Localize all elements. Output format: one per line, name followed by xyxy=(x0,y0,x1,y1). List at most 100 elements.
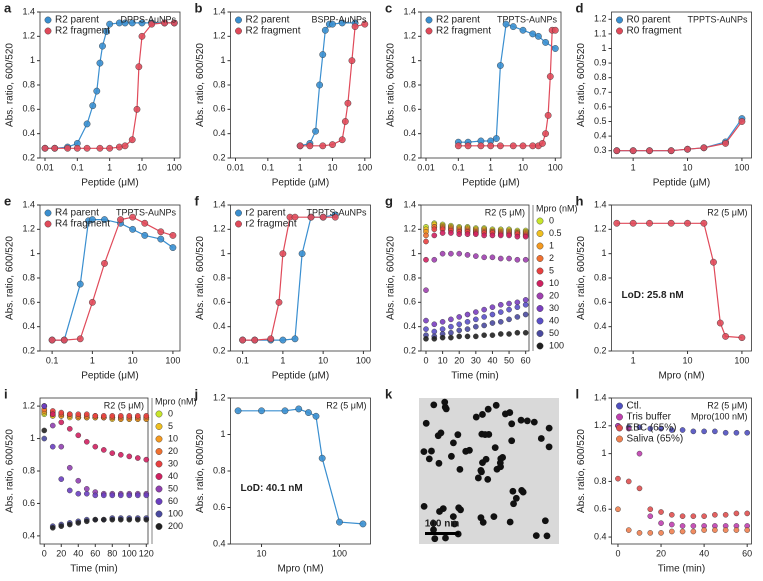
data-point xyxy=(291,213,299,221)
panel-label: c xyxy=(385,0,392,15)
data-point xyxy=(83,486,90,492)
y-tick-label: 0.4 xyxy=(22,128,35,138)
y-tick-label: 0.4 xyxy=(594,130,607,140)
y-tick-label: 0.2 xyxy=(403,152,416,162)
data-point xyxy=(701,428,707,435)
data-point xyxy=(690,523,697,529)
x-axis-label: Peptide (μM) xyxy=(81,371,138,382)
nanoparticle xyxy=(462,447,470,455)
legend-label: 10 xyxy=(549,278,559,288)
legend-label: R0 parent xyxy=(627,15,671,26)
legend-marker xyxy=(44,209,52,217)
x-tick-label: 10 xyxy=(327,162,337,172)
y-tick-label: 0.8 xyxy=(594,272,607,282)
curve xyxy=(458,23,556,143)
data-point xyxy=(481,322,487,329)
legend-label: R2 fragment xyxy=(55,26,110,37)
curve xyxy=(300,23,365,147)
y-tick-label: 0.4 xyxy=(594,531,607,541)
data-point xyxy=(92,492,99,499)
data-point xyxy=(514,233,521,240)
data-point xyxy=(629,147,637,155)
plot-frame xyxy=(611,397,752,545)
data-point xyxy=(733,429,740,436)
y-tick-label: 0.8 xyxy=(213,465,226,475)
y-tick-label: 1.2 xyxy=(22,31,35,41)
y-tick-label: 1.2 xyxy=(213,31,226,41)
nanoparticle xyxy=(497,463,504,471)
legend-label: R4 parent xyxy=(55,208,99,219)
data-point xyxy=(281,407,289,415)
data-point xyxy=(93,87,101,95)
data-point xyxy=(464,318,471,325)
nanoparticle xyxy=(420,502,428,510)
data-point xyxy=(100,447,107,453)
legend-label: 10 xyxy=(168,433,178,443)
data-point xyxy=(473,231,479,237)
legend-marker xyxy=(536,317,544,325)
data-point xyxy=(502,20,510,28)
y-axis-label: Abs. ratio, 600/520 xyxy=(5,236,16,320)
data-point xyxy=(338,19,346,27)
x-tick-label: 100 xyxy=(332,548,347,558)
x-tick-label: 60 xyxy=(742,548,752,558)
x-tick-label: 60 xyxy=(90,548,100,558)
data-point xyxy=(647,506,654,513)
data-point xyxy=(275,298,283,306)
data-point xyxy=(361,20,369,28)
data-point xyxy=(92,516,99,523)
annotation: TPPTS-AuNPs xyxy=(687,14,748,24)
y-tick-label: 1.4 xyxy=(594,392,607,402)
x-tick-label: 1 xyxy=(280,355,285,365)
nanoparticle xyxy=(477,467,485,474)
legend-marker xyxy=(155,473,163,480)
data-point xyxy=(129,213,137,221)
legend-marker xyxy=(235,209,242,217)
y-tick-label: 1.2 xyxy=(403,31,416,41)
y-tick-label: 1 xyxy=(30,433,35,443)
legend-label: 0.5 xyxy=(549,228,562,238)
data-point xyxy=(514,256,521,263)
data-point xyxy=(667,147,675,155)
nanoparticle xyxy=(472,413,480,421)
data-point xyxy=(497,309,504,315)
data-point xyxy=(667,219,675,227)
data-point xyxy=(464,252,471,258)
data-point xyxy=(722,512,729,518)
data-point xyxy=(647,513,654,519)
data-point xyxy=(506,306,512,313)
x-tick-label: 10 xyxy=(683,162,693,172)
nanoparticle xyxy=(450,439,457,447)
annotation: R2 (5 μM) xyxy=(326,400,366,410)
data-point xyxy=(58,443,65,450)
legend-marker xyxy=(536,242,544,250)
y-axis-label: Abs. ratio, 600/520 xyxy=(5,429,16,513)
legend-marker xyxy=(155,485,163,493)
data-point xyxy=(92,443,99,450)
x-tick-label: 1 xyxy=(107,162,112,172)
data-point xyxy=(336,518,343,526)
plot-frame xyxy=(611,204,752,352)
y-tick-label: 1.1 xyxy=(594,28,607,38)
legend-marker xyxy=(536,280,544,287)
data-point xyxy=(138,19,146,27)
data-point xyxy=(106,20,114,28)
data-point xyxy=(351,23,359,30)
y-tick-label: 1 xyxy=(601,248,606,258)
data-point xyxy=(448,323,454,330)
scale-bar-label: 100 nm xyxy=(425,519,460,530)
lod-label: LoD: 40.1 nM xyxy=(241,483,303,494)
y-tick-label: 1.4 xyxy=(213,199,226,209)
data-point xyxy=(161,19,168,27)
y-tick-label: 0.2 xyxy=(403,345,416,355)
legend-marker xyxy=(536,342,544,350)
nanoparticle xyxy=(530,418,538,426)
nanoparticle xyxy=(441,403,449,411)
legend-label: 40 xyxy=(168,471,178,481)
data-point xyxy=(535,32,542,40)
y-tick-label: 1.4 xyxy=(594,199,607,209)
data-point xyxy=(423,232,429,239)
data-point xyxy=(519,142,527,150)
legend-marker xyxy=(44,16,52,24)
x-tick-label: 100 xyxy=(734,355,749,365)
